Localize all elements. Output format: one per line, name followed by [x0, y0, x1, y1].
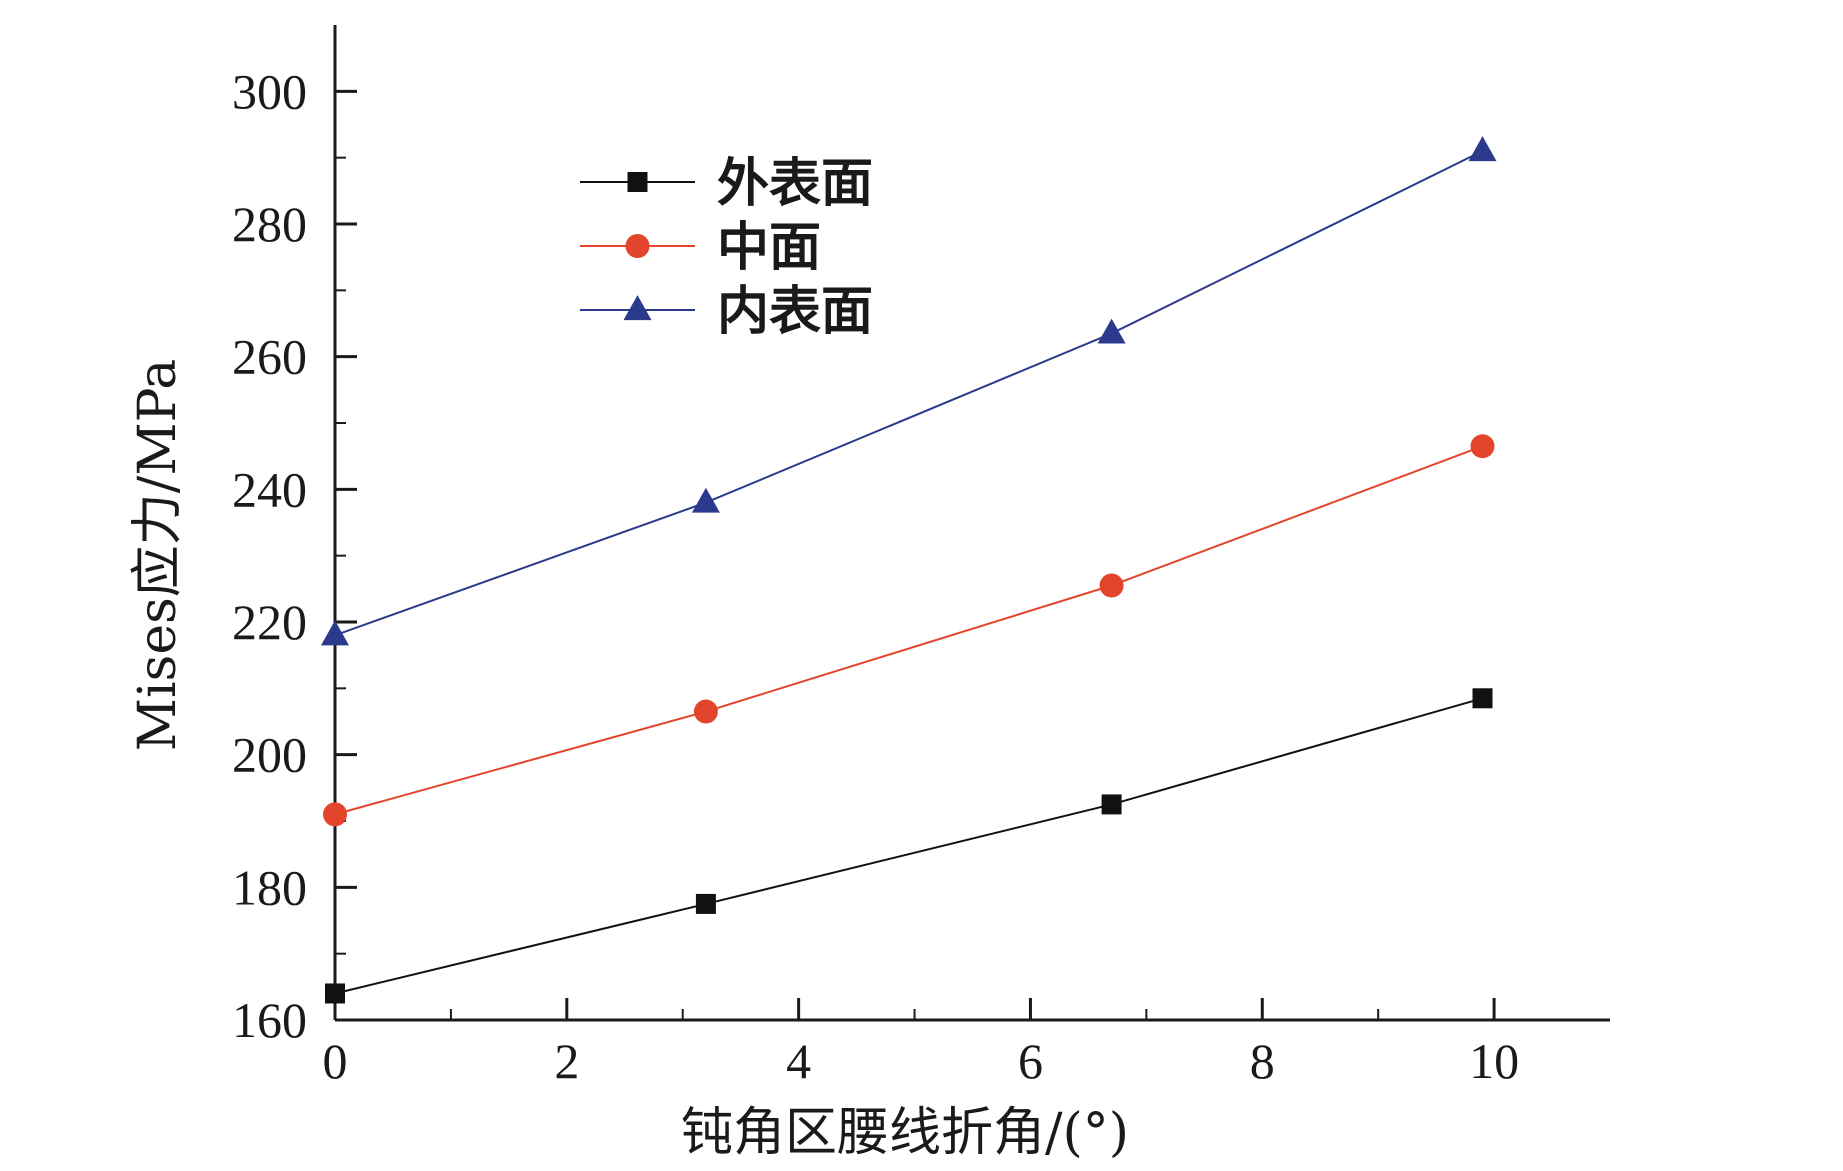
x-tick-label: 10: [1469, 1033, 1519, 1089]
x-tick-label: 0: [323, 1033, 348, 1089]
series-line: [334, 697, 1483, 995]
x-tick-label: 2: [554, 1033, 579, 1089]
series-line: [334, 150, 1483, 637]
data-point: [321, 620, 349, 646]
x-tick-label: 8: [1250, 1033, 1275, 1089]
x-tick-label: 4: [786, 1033, 811, 1089]
data-point: [1470, 434, 1495, 459]
y-tick-label: 160: [232, 992, 307, 1048]
data-point: [695, 893, 716, 914]
data-point: [691, 487, 720, 513]
series-layer: [321, 136, 1497, 1004]
x-tick-label: 6: [1018, 1033, 1043, 1089]
y-tick-label: 280: [232, 196, 307, 252]
legend-marker: [623, 295, 652, 321]
legend-marker: [627, 172, 648, 192]
y-tick-label: 220: [232, 594, 307, 650]
legend-label: 中面: [717, 218, 821, 278]
series-1: [325, 688, 1493, 1004]
legend-item-1: 外表面: [580, 154, 873, 214]
x-axis-title: 钝角区腰线折角/(°): [681, 1103, 1129, 1163]
series-line: [334, 445, 1483, 816]
axes: 160 180 200 220 240 260 280 300 0 2 4 6 8 10: [232, 25, 1610, 1089]
legend-label: 内表面: [717, 282, 873, 342]
legend-label: 外表面: [717, 154, 873, 214]
y-tick-label: 240: [232, 461, 307, 517]
data-point: [693, 699, 718, 724]
data-point: [1472, 688, 1493, 709]
y-tick-label: 300: [232, 63, 307, 119]
series-2: [323, 434, 1495, 827]
legend-marker: [625, 234, 650, 258]
y-axis-title: Mises应力/MPa: [128, 359, 188, 751]
data-point: [325, 983, 345, 1004]
y-tick-label: 200: [232, 727, 307, 783]
data-point: [1101, 794, 1122, 815]
y-tick-label: 180: [232, 859, 307, 915]
legend-item-3: 内表面: [580, 282, 873, 342]
legend-item-2: 中面: [580, 218, 821, 278]
data-point: [1097, 318, 1126, 344]
data-point: [323, 802, 347, 827]
series-3: [321, 136, 1497, 646]
data-point: [1099, 573, 1124, 598]
y-tick-label: 260: [232, 329, 307, 385]
data-point: [1468, 136, 1497, 162]
